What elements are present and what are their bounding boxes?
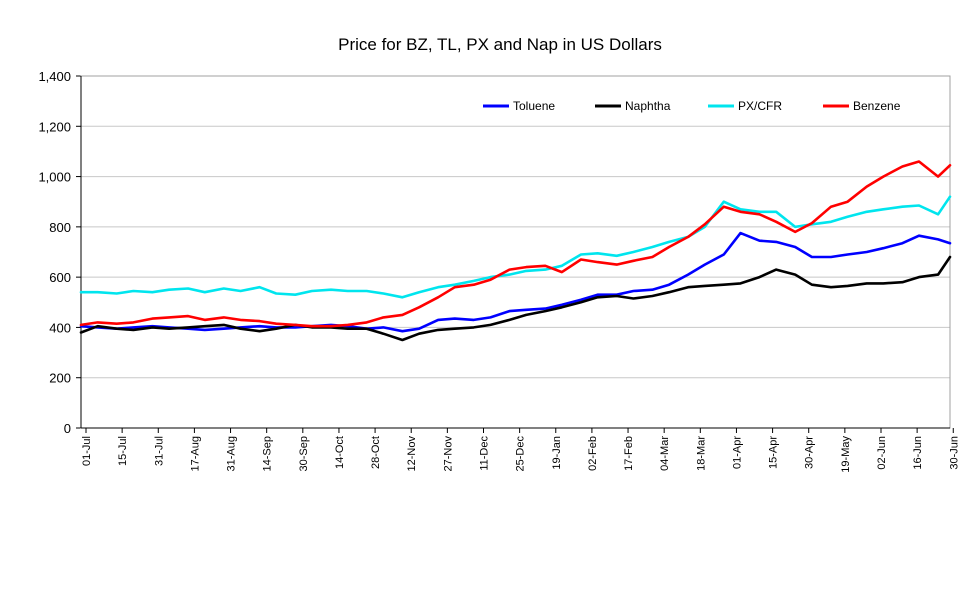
x-tick-label: 19-May: [840, 436, 852, 473]
series-line-naphtha: [79, 255, 952, 342]
legend-label-toluene: Toluene: [513, 99, 555, 113]
x-tick-label: 14-Sep: [262, 436, 274, 471]
series-line-toluene: [79, 231, 952, 333]
x-tick-label: 17-Feb: [623, 436, 635, 471]
x-tick-label: 31-Jul: [153, 436, 165, 466]
x-tick-label: 16-Jun: [912, 436, 924, 470]
x-tick-label: 12-Nov: [406, 436, 418, 472]
x-tick-label: 01-Apr: [731, 436, 743, 469]
x-tick-label: 31-Aug: [226, 436, 238, 471]
x-tick-label: 28-Oct: [370, 436, 382, 469]
x-tick-label: 02-Feb: [587, 436, 599, 471]
x-tick-label: 19-Jan: [551, 436, 563, 470]
legend-label-naphtha: Naphtha: [625, 99, 671, 113]
x-tick-label: 01-Jul: [81, 436, 93, 466]
x-tick-label: 02-Jun: [876, 436, 888, 470]
y-tick-label: 600: [49, 270, 71, 285]
y-tick-label: 0: [64, 421, 71, 436]
series-line-benzene: [79, 160, 952, 328]
x-tick-label: 15-Jul: [117, 436, 129, 466]
y-tick-label: 200: [49, 371, 71, 386]
x-tick-label: 27-Nov: [442, 436, 454, 472]
y-tick-label: 800: [49, 220, 71, 235]
y-tick-label: 1,200: [38, 119, 71, 134]
legend: Toluene Naphtha PX/CFR Benzene: [483, 99, 901, 113]
legend-label-px-cfr: PX/CFR: [738, 99, 782, 113]
x-tick-label: 25-Dec: [515, 436, 527, 472]
y-tick-label: 1,400: [38, 69, 71, 84]
x-tick-label: 11-Dec: [478, 436, 490, 471]
x-tick-label: 14-Oct: [334, 436, 346, 469]
chart-title: Price for BZ, TL, PX and Nap in US Dolla…: [338, 35, 662, 54]
legend-label-benzene: Benzene: [853, 99, 901, 113]
y-tick-label: 1,000: [38, 170, 71, 185]
y-tick-label: 400: [49, 320, 71, 335]
axes: 0 200 400 600 800 1,000 1,200 1,400 01-Jul 15-Jul…: [38, 69, 960, 473]
x-tick-label: 30-Sep: [298, 436, 310, 471]
series-line-px-cfr: [79, 195, 952, 299]
x-tick-label: 30-Jun: [948, 436, 960, 470]
x-tick-label: 18-Mar: [695, 436, 707, 471]
grid-lines: [81, 75, 950, 429]
series-lines: [79, 160, 952, 342]
plot-area-border: [80, 75, 951, 429]
x-tick-label: 04-Mar: [659, 436, 671, 471]
x-tick-label: 15-Apr: [768, 436, 780, 469]
x-tick-label: 30-Apr: [804, 436, 816, 469]
x-tick-label: 17-Aug: [189, 436, 201, 471]
